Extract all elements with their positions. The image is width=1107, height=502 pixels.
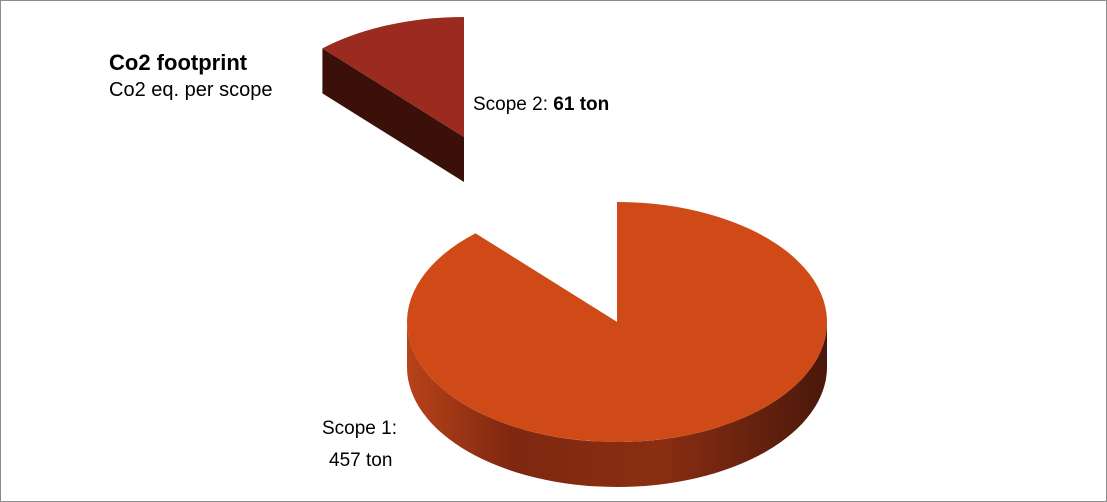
scope1-label-name: Scope 1: — [322, 418, 397, 439]
scope2-label: Scope 2: 61 ton — [473, 94, 609, 115]
pie-side-scope-1 — [407, 322, 827, 487]
chart-subtitle: Co2 eq. per scope — [109, 79, 273, 101]
pie-wall-scope-2-0 — [322, 48, 464, 183]
pie-slice-scope-2 — [322, 16, 464, 137]
chart-title: Co2 footprint — [109, 50, 248, 75]
scope1-label-value: 457 ton — [329, 450, 392, 471]
scope2-label-name: Scope 2: — [473, 94, 553, 115]
pie-slice-scope-1 — [407, 202, 828, 443]
scope2-label-value: 61 ton — [553, 94, 609, 115]
